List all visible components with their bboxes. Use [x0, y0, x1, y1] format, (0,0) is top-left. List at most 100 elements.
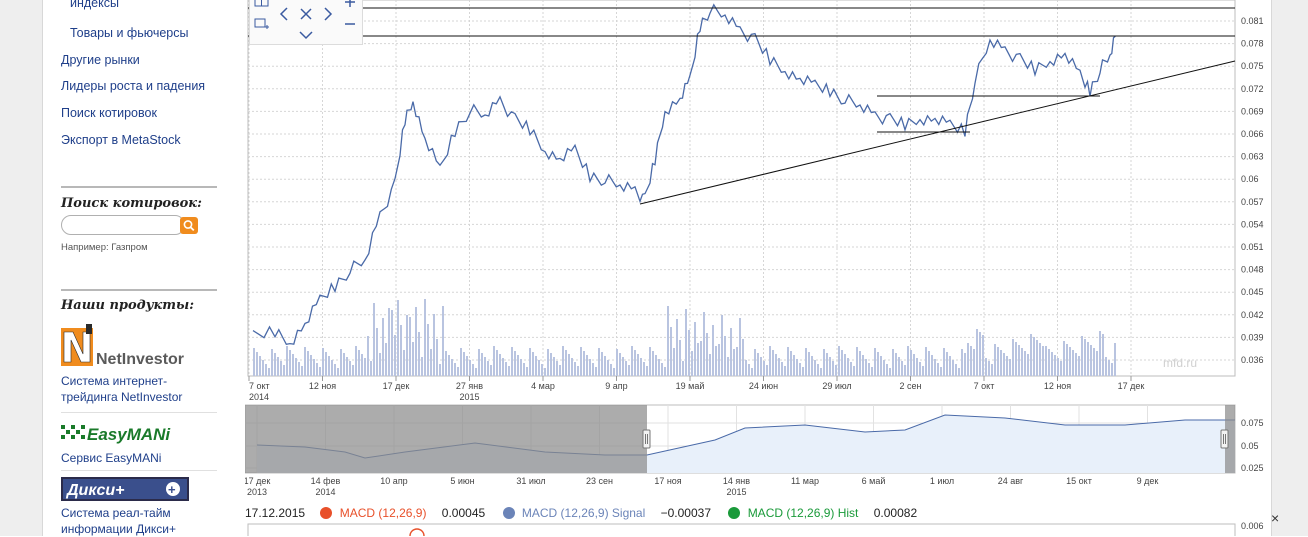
volume-bar [1024, 351, 1026, 376]
volume-bar [676, 319, 678, 376]
volume-bar [778, 358, 780, 376]
volume-bar [1027, 354, 1029, 376]
volume-bar [463, 352, 465, 376]
legend-signal-name[interactable]: MACD (12,26,9) Signal [521, 505, 646, 520]
sidebar [43, 0, 233, 536]
volume-bar [577, 366, 579, 376]
search-button[interactable] [180, 217, 198, 234]
x-tick-label: 2 сен [900, 381, 922, 391]
volume-bar [943, 348, 945, 376]
easymani-logo[interactable]: EasyMANi [61, 421, 193, 445]
volume-bar [367, 336, 369, 376]
volume-bar [721, 315, 723, 376]
sidebar-link-quote-search[interactable]: Поиск котировок [61, 106, 157, 120]
x-tick-label: 17 дек [383, 381, 410, 391]
volume-bar [940, 367, 942, 376]
pan-icon[interactable] [254, 0, 270, 12]
navigator-left-handle[interactable] [642, 429, 651, 449]
zoom-out-icon[interactable] [342, 16, 358, 32]
volume-bar [439, 364, 441, 376]
volume-bar [331, 360, 333, 376]
easymani-desc[interactable]: Сервис EasyMANi [61, 451, 162, 465]
svg-text:EasyMANi: EasyMANi [87, 425, 171, 444]
volume-bar [613, 368, 615, 376]
x-tick-year: 2015 [459, 392, 479, 402]
volume-bar [253, 348, 255, 376]
chevron-right-icon[interactable] [320, 6, 336, 22]
sidebar-link-leaders[interactable]: Лидеры роста и падения [61, 79, 206, 93]
volume-bar [706, 333, 708, 376]
volume-bar [745, 360, 747, 376]
volume-bar [673, 348, 675, 376]
navigator-right-mask [1225, 405, 1235, 473]
chevron-down-icon[interactable] [298, 27, 314, 43]
sidebar-link-other-markets[interactable]: Другие рынки [61, 53, 140, 67]
svg-text:NetInvestor: NetInvestor [96, 351, 184, 368]
volume-bar [466, 356, 468, 376]
volume-bar [775, 354, 777, 376]
navigator-x-label: 14 фев [311, 476, 341, 486]
volume-bar [505, 362, 507, 376]
volume-bar [313, 359, 315, 376]
volume-bar [925, 347, 927, 376]
x-tick-label: 27 янв [456, 381, 483, 391]
dixi-desc[interactable]: Система реал-тайм информации Дикси+ [61, 506, 177, 536]
zoom-box-icon[interactable] [254, 16, 270, 32]
search-heading: Поиск котировок: [61, 196, 202, 211]
volume-bar [997, 347, 999, 376]
volume-bar [559, 365, 561, 376]
volume-bar [1057, 358, 1059, 376]
sidebar-divider [61, 289, 217, 291]
x-tick-label: 12 ноя [309, 381, 336, 391]
volume-bar [295, 358, 297, 376]
navigator-left-mask [245, 405, 647, 473]
volume-bar [424, 299, 426, 376]
price-chart[interactable]: 0.081 0.078 0.075 0.072 0.069 0.066 0.063 0.06 0… [245, 0, 1272, 536]
close-icon[interactable] [298, 6, 314, 22]
macd-y-tick: 0.006 [1241, 521, 1264, 531]
volume-bar [325, 352, 327, 376]
y-tick-label: 0.06 [1241, 174, 1259, 184]
volume-bar [919, 362, 921, 376]
volume-bar [733, 349, 735, 376]
volume-bar [1090, 345, 1092, 376]
volume-bar [1096, 351, 1098, 376]
volume-bar [478, 349, 480, 376]
volume-bar [283, 365, 285, 376]
dixi-logo[interactable]: Дикси+ + [61, 477, 189, 501]
volume-bar [991, 364, 993, 376]
volume-bar [553, 357, 555, 376]
volume-bar [1105, 357, 1107, 376]
volume-bar [379, 353, 381, 376]
volume-bar [568, 354, 570, 376]
volume-bar [982, 335, 984, 376]
volume-bar [820, 368, 822, 376]
sidebar-link-commodities[interactable]: Товары и фьючерсы [70, 26, 189, 40]
legend-macd-name[interactable]: MACD (12,26,9) [339, 505, 427, 520]
navigator-x-year: 2014 [315, 487, 335, 497]
close-indicator-button[interactable]: × [1271, 510, 1280, 526]
netinvestor-desc[interactable]: Система интернет-трейдинга NetInvestor [61, 374, 183, 404]
trend-annotations [248, 7, 1236, 205]
zoom-in-icon[interactable] [342, 0, 358, 10]
quote-search-input[interactable] [61, 215, 185, 235]
volume-bar [886, 364, 888, 376]
left-page-gutter [0, 0, 43, 536]
chevron-left-icon[interactable] [276, 6, 292, 22]
volume-bar [643, 362, 645, 376]
volume-bar [541, 364, 543, 376]
volume-bar [682, 361, 684, 376]
netinvestor-logo[interactable]: NetInvestor [61, 324, 193, 368]
legend-hist-name[interactable]: MACD (12,26,9) Hist [747, 505, 859, 520]
volume-bar [595, 367, 597, 376]
navigator-right-handle[interactable] [1220, 429, 1229, 449]
volume-bar [961, 349, 963, 376]
sidebar-link-indices[interactable]: индексы [70, 0, 119, 10]
volume-bar [517, 355, 519, 376]
volume-bar [523, 363, 525, 376]
volume-bar [1006, 356, 1008, 376]
y-tick-label: 0.066 [1241, 129, 1264, 139]
volume-bar [406, 315, 408, 376]
sidebar-link-metastock-export[interactable]: Экспорт в MetaStock [61, 133, 181, 147]
